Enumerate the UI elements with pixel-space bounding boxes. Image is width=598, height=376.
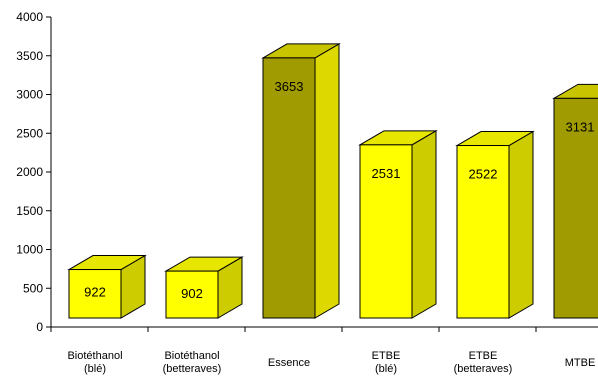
bar: 3653: [261, 43, 341, 319]
bar-side-face: [508, 130, 534, 319]
bar-front-face: [359, 144, 413, 319]
y-tick-label: 2000: [16, 165, 43, 179]
x-category-label: Essence: [268, 357, 310, 369]
bar-front-face: [165, 270, 219, 319]
bar-value-label: 2531: [372, 166, 401, 181]
y-tick-label: 2500: [16, 126, 43, 140]
bars: 922 902 3653 2531 2522 3131: [67, 43, 598, 319]
y-tick-label: 500: [23, 281, 43, 295]
bar: 3131: [552, 83, 598, 319]
x-axis: Biotéthanol (blé) Biotéthanol (betteraves) E…: [50, 326, 598, 375]
y-tick-label: 1500: [16, 204, 43, 218]
bar-value-label: 3653: [275, 79, 304, 94]
bar-top-face: [552, 83, 598, 99]
bar: 2531: [358, 129, 438, 319]
bar-front-face: [553, 97, 598, 319]
bar-value-label: 3131: [566, 119, 595, 134]
bar-value-label: 2522: [469, 167, 498, 182]
y-axis: 0 500 1000 1500 2000 2500 3000 3500 4000: [16, 10, 52, 334]
bar-side-face: [411, 129, 437, 319]
bar-value-label: 922: [84, 285, 106, 300]
bar-front-face: [68, 269, 122, 319]
x-category-label: MTBE: [565, 357, 596, 369]
x-category-label: ETBE (betteraves): [454, 350, 513, 375]
y-tick-label: 4000: [16, 10, 43, 24]
bar: 2522: [455, 130, 535, 319]
bar-front-face: [262, 57, 316, 319]
y-tick-label: 3500: [16, 49, 43, 63]
bar-value-label: 902: [181, 286, 203, 301]
bar: 922: [67, 254, 147, 319]
x-category-label: ETBE (blé): [372, 350, 401, 375]
bar: 902: [164, 256, 244, 319]
bar-front-face: [456, 145, 510, 319]
y-tick-label: 0: [36, 320, 43, 334]
bar-side-face: [314, 43, 340, 319]
y-tick-label: 3000: [16, 88, 43, 102]
x-category-label: Biotéthanol (blé): [67, 350, 122, 375]
x-category-label: Biotéthanol (betteraves): [163, 350, 222, 375]
y-tick-label: 1000: [16, 243, 43, 257]
